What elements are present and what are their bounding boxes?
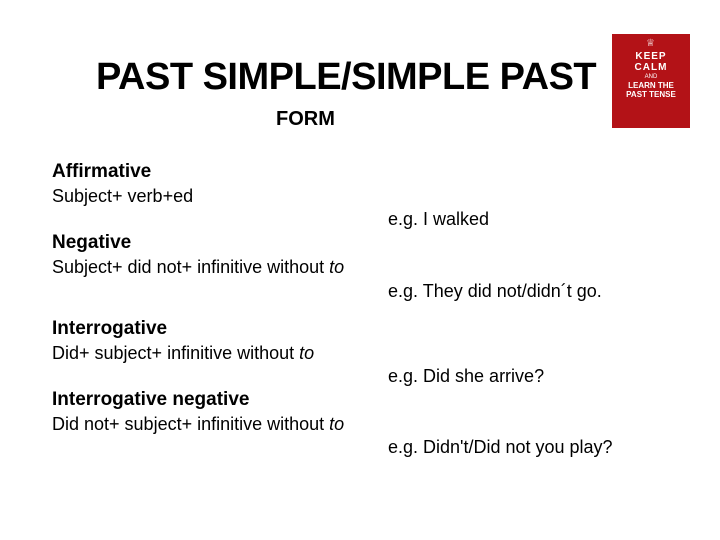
interrogative-neg-example: e.g. Didn't/Did not you play? <box>388 436 672 459</box>
interrogative-neg-heading: Interrogative negative <box>52 388 672 413</box>
badge-text-learn: LEARN THE <box>612 81 690 90</box>
affirmative-heading: Affirmative <box>52 160 672 185</box>
badge-text-keep: KEEP <box>612 51 690 62</box>
interrogative-formula: Did+ subject+ infinitive without to <box>52 342 672 365</box>
page-title: PAST SIMPLE/SIMPLE PAST <box>96 56 596 99</box>
badge-text-past: PAST TENSE <box>612 90 690 99</box>
badge-text-calm: CALM <box>612 62 690 73</box>
keep-calm-badge: ♕ KEEP CALM AND LEARN THE PAST TENSE <box>612 34 690 128</box>
interrogative-heading: Interrogative <box>52 317 672 342</box>
crown-icon: ♕ <box>612 38 690 49</box>
negative-formula: Subject+ did not+ infinitive without to <box>52 256 672 279</box>
affirmative-formula: Subject+ verb+ed <box>52 185 672 208</box>
negative-heading: Negative <box>52 231 672 256</box>
affirmative-example: e.g. I walked <box>388 208 672 231</box>
negative-example: e.g. They did not/didn´t go. <box>388 280 672 303</box>
page-subtitle: FORM <box>276 108 335 131</box>
interrogative-example: e.g. Did she arrive? <box>388 365 672 388</box>
badge-text-and: AND <box>612 74 690 80</box>
interrogative-neg-formula: Did not+ subject+ infinitive without to <box>52 413 672 436</box>
content-body: Affirmative Subject+ verb+ed e.g. I walk… <box>52 160 672 460</box>
